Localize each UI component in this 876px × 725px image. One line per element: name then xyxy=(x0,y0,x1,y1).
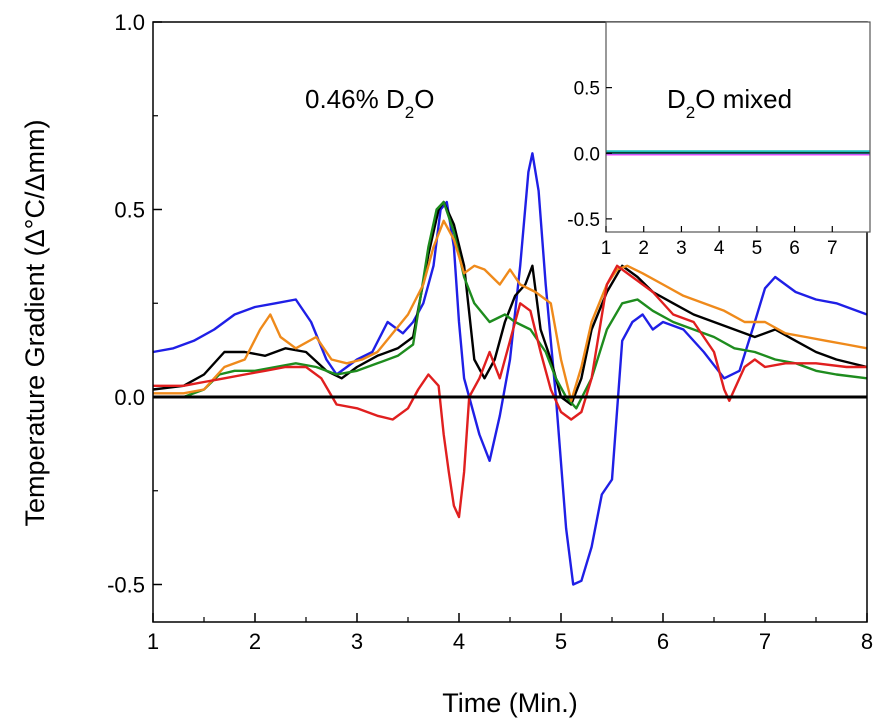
y-tick-label: -0.5 xyxy=(107,573,145,598)
axes-layer: 1 2 3 4 5 6 7 8 -0.5 0.0 0.5 1.0 xyxy=(107,10,873,654)
inset-x-tick-label: 5 xyxy=(752,238,763,259)
series-line-2 xyxy=(152,200,868,406)
inset-x-tick-label: 4 xyxy=(714,238,725,259)
y-tick-label: 0.0 xyxy=(114,385,145,410)
series-line-3 xyxy=(153,200,868,410)
inset-x-tick-label: 7 xyxy=(827,238,838,259)
inset-x-tick-label: 1 xyxy=(601,238,612,259)
x-tick-label: 7 xyxy=(759,629,771,654)
y-tick-label: 0.5 xyxy=(114,198,145,223)
x-tick-label: 8 xyxy=(861,629,873,654)
x-tick-label: 2 xyxy=(249,629,261,654)
inset-y-tick-label: 0.0 xyxy=(574,144,600,165)
inset-x-tick-label: 6 xyxy=(789,238,800,259)
inset-y-tick-label: 0.5 xyxy=(574,79,600,100)
inset-y-tick-label: -0.5 xyxy=(567,210,600,231)
x-tick-label: 5 xyxy=(555,629,567,654)
series-line-1 xyxy=(152,152,868,586)
y-tick-label: 1.0 xyxy=(114,10,145,35)
x-tick-label: 4 xyxy=(453,629,465,654)
inset-background xyxy=(606,22,870,232)
inset-x-tick-label: 2 xyxy=(638,238,649,259)
x-axis-label: Time (Min.) xyxy=(442,688,578,718)
inset-axes-layer: 1 2 3 4 5 6 7 -0.5 0.0 0.5 xyxy=(567,79,837,259)
inset-annotation: D2O mixed xyxy=(667,84,792,122)
series-line-5 xyxy=(153,264,867,519)
series-layer xyxy=(152,152,868,586)
x-tick-label: 6 xyxy=(657,629,669,654)
inset-x-tick-label: 3 xyxy=(676,238,687,259)
x-tick-label: 1 xyxy=(147,629,159,654)
inset-frame xyxy=(605,21,871,233)
y-axis-label: Temperature Gradient (Δ°C/Δmm) xyxy=(20,120,50,527)
inset-series-layer xyxy=(606,150,870,156)
series-annotation: 0.46% D2O xyxy=(305,84,434,122)
inset-chart: 1 2 3 4 5 6 7 -0.5 0.0 0.5 D2O mixed xyxy=(567,21,871,259)
x-tick-label: 3 xyxy=(351,629,363,654)
series-line-4 xyxy=(153,219,868,402)
